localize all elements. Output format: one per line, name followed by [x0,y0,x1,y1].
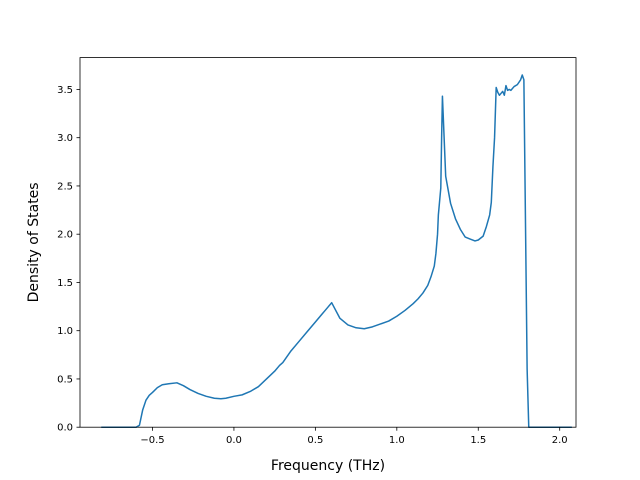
x-tick-label: 0.5 [307,435,323,446]
axes-frame [79,57,577,428]
y-axis-label: Density of States [26,182,42,302]
series-layer [101,74,572,428]
y-tick-label: 3.0 [57,133,73,144]
y-tick-label: 1.0 [57,326,73,337]
y-tick-label: 3.5 [57,85,73,96]
x-tick-label: 1.5 [470,435,486,446]
y-tick-label: 0.0 [57,423,73,434]
plot-area [79,57,577,428]
y-axis: 0.0 0.5 1.0 1.5 2.0 2.5 3.0 3.5 [57,85,80,434]
y-tick-label: 1.5 [57,278,73,289]
x-tick-label: 1.0 [389,435,405,446]
x-tick-label: 2.0 [552,435,568,446]
y-tick-label: 2.0 [57,230,73,241]
y-tick-label: 0.5 [57,374,73,385]
y-tick-label: 2.5 [57,181,73,192]
x-axis-label: Frequency (THz) [271,458,385,474]
x-tick-label: 0.0 [226,435,242,446]
x-axis: −0.5 0.0 0.5 1.0 1.5 2.0 [140,427,568,446]
series-line-0 [101,74,572,428]
x-tick-label: −0.5 [140,435,164,446]
